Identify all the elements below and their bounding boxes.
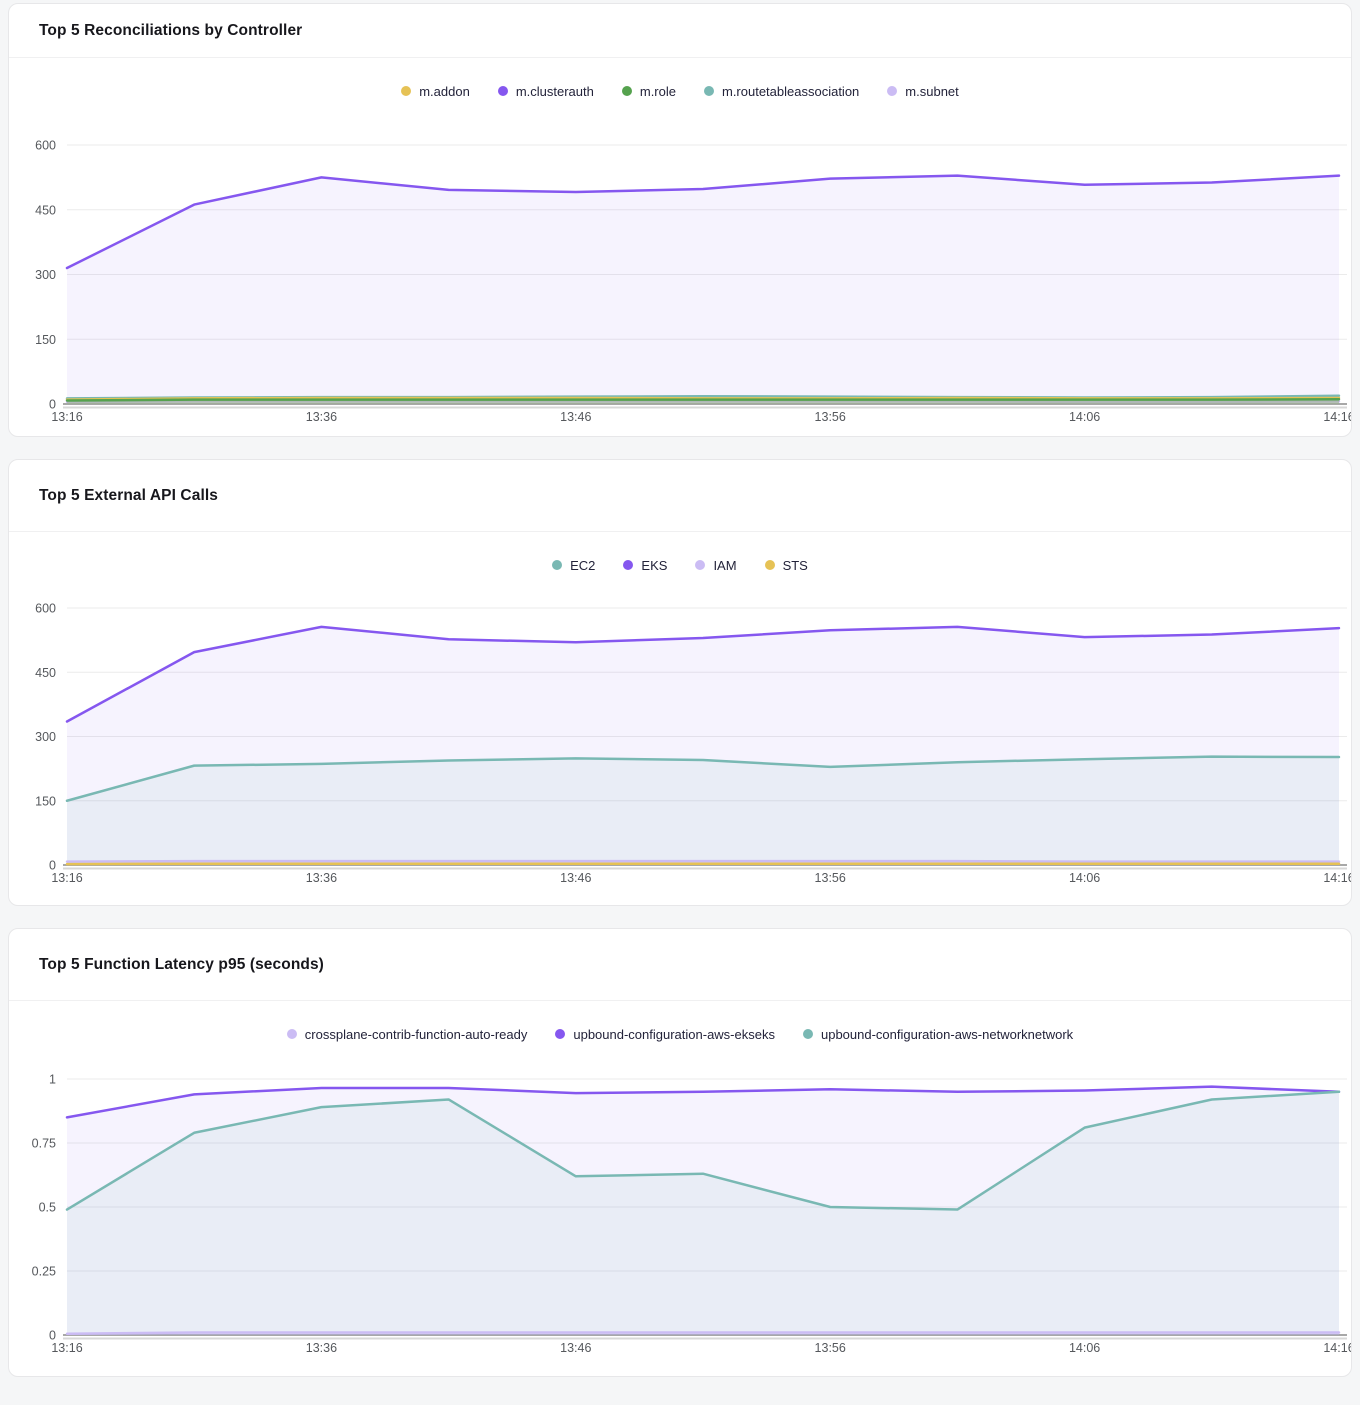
legend-item[interactable]: upbound-configuration-aws-ekseks [555, 1027, 775, 1042]
chart-legend: crossplane-contrib-function-auto-ready up… [9, 1025, 1351, 1043]
legend-dot-icon [552, 560, 562, 570]
x-tick-label: 13:16 [51, 410, 82, 424]
legend-label: EC2 [570, 558, 595, 573]
legend-dot-icon [623, 560, 633, 570]
legend-dot-icon [555, 1029, 565, 1039]
x-tick-label: 14:16 [1323, 410, 1352, 424]
x-tick-label: 13:16 [51, 1341, 82, 1355]
legend-label: EKS [641, 558, 667, 573]
legend-dot-icon [704, 86, 714, 96]
y-tick-label: 450 [35, 666, 56, 680]
legend-item[interactable]: EKS [623, 558, 667, 573]
page-title: Top 5 Reconciliations by Controller [39, 22, 1321, 40]
y-tick-label: 600 [35, 139, 56, 153]
x-tick-label: 14:16 [1323, 1341, 1352, 1355]
legend-dot-icon [695, 560, 705, 570]
x-tick-label: 13:46 [560, 871, 591, 885]
x-tick-label: 14:06 [1069, 871, 1100, 885]
legend-label: m.subnet [905, 84, 958, 99]
legend-item[interactable]: m.addon [401, 84, 470, 99]
y-tick-label: 600 [35, 602, 56, 616]
x-tick-label: 14:06 [1069, 1341, 1100, 1355]
x-tick-label: 14:06 [1069, 410, 1100, 424]
legend-item[interactable]: IAM [695, 558, 736, 573]
y-tick-label: 0.25 [32, 1265, 56, 1279]
series-area [67, 757, 1339, 865]
legend-item[interactable]: m.routetableassociation [704, 84, 859, 99]
legend-label: m.role [640, 84, 676, 99]
y-tick-label: 300 [35, 730, 56, 744]
y-tick-label: 0.5 [39, 1201, 56, 1215]
x-tick-label: 13:56 [815, 1341, 846, 1355]
legend-label: m.addon [419, 84, 470, 99]
card-header: Top 5 Function Latency p95 (seconds) [9, 929, 1351, 1001]
x-tick-label: 13:36 [306, 1341, 337, 1355]
legend-item[interactable]: m.role [622, 84, 676, 99]
legend-label: upbound-configuration-aws-networknetwork [821, 1027, 1073, 1042]
x-tick-label: 13:56 [815, 871, 846, 885]
x-tick-label: 13:56 [815, 410, 846, 424]
y-tick-label: 150 [35, 333, 56, 347]
legend-item[interactable]: m.clusterauth [498, 84, 594, 99]
legend-dot-icon [401, 86, 411, 96]
card-header: Top 5 Reconciliations by Controller [9, 4, 1351, 58]
legend-label: m.clusterauth [516, 84, 594, 99]
chart-legend: EC2 EKS IAM STS [9, 556, 1351, 574]
y-tick-label: 450 [35, 203, 56, 217]
legend-dot-icon [765, 560, 775, 570]
page-title: Top 5 Function Latency p95 (seconds) [39, 956, 1321, 974]
chart-card-reconciliations: Top 5 Reconciliations by Controller m.ad… [8, 3, 1352, 437]
x-tick-label: 14:16 [1323, 871, 1352, 885]
y-tick-label: 1 [49, 1073, 56, 1087]
legend-label: m.routetableassociation [722, 84, 859, 99]
legend-label: STS [783, 558, 808, 573]
y-tick-label: 300 [35, 268, 56, 282]
chart-legend: m.addon m.clusterauth m.role m.routetableas… [9, 82, 1351, 100]
legend-dot-icon [498, 86, 508, 96]
legend-label: upbound-configuration-aws-ekseks [573, 1027, 775, 1042]
card-header: Top 5 External API Calls [9, 460, 1351, 532]
series-area [67, 176, 1339, 404]
legend-label: IAM [713, 558, 736, 573]
series-line [67, 1332, 1339, 1333]
legend-dot-icon [887, 86, 897, 96]
x-tick-label: 13:46 [560, 1341, 591, 1355]
legend-item[interactable]: EC2 [552, 558, 595, 573]
legend-item[interactable]: crossplane-contrib-function-auto-ready [287, 1027, 528, 1042]
x-tick-label: 13:36 [306, 871, 337, 885]
legend-dot-icon [622, 86, 632, 96]
series-line [67, 399, 1339, 400]
chart-card-function-latency: Top 5 Function Latency p95 (seconds) cro… [8, 928, 1352, 1377]
legend-item[interactable]: upbound-configuration-aws-networknetwork [803, 1027, 1073, 1042]
legend-label: crossplane-contrib-function-auto-ready [305, 1027, 528, 1042]
page-title: Top 5 External API Calls [39, 487, 1321, 505]
legend-item[interactable]: STS [765, 558, 808, 573]
legend-dot-icon [287, 1029, 297, 1039]
legend-item[interactable]: m.subnet [887, 84, 958, 99]
x-tick-label: 13:46 [560, 410, 591, 424]
x-tick-label: 13:36 [306, 410, 337, 424]
legend-dot-icon [803, 1029, 813, 1039]
x-tick-label: 13:16 [51, 871, 82, 885]
y-tick-label: 150 [35, 794, 56, 808]
y-tick-label: 0.75 [32, 1137, 56, 1151]
